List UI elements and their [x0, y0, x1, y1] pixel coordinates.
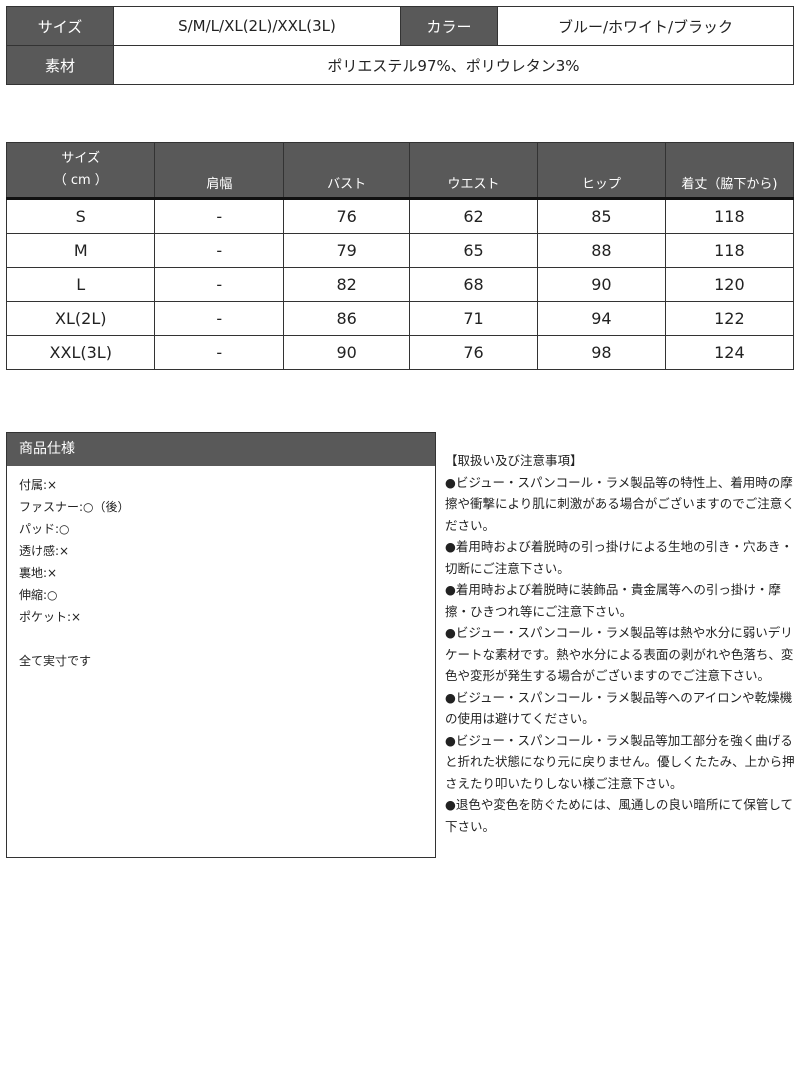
table-cell: S: [5, 198, 156, 234]
size-value: S/M/L/XL(2L)/XXL(3L): [113, 6, 401, 46]
summary-table: サイズ S/M/L/XL(2L)/XXL(3L) カラー ブルー/ホワイト/ブラ…: [6, 6, 794, 85]
table-cell: 76: [283, 198, 411, 234]
size-table: サイズ （ cm ）肩幅 バスト ウエスト ヒップ 着丈（脇下から) S -76 62 85 11…: [5, 142, 795, 370]
table-cell: -: [154, 335, 285, 370]
spec-item: ポケット:×: [19, 610, 82, 624]
spec-note: 全て実寸です: [19, 654, 92, 668]
spec-item: 付属:×: [19, 478, 58, 492]
table-cell: 122: [664, 301, 795, 336]
color-label: カラー: [400, 6, 498, 46]
spec-item: 伸縮:○: [19, 588, 58, 602]
size-label: サイズ: [6, 6, 114, 46]
table-cell: -: [154, 233, 285, 268]
spec-box: 商品仕様 付属:× ファスナー:○（後） パッド:○ 透け感:× 裏地:× 伸縮:○ ポケッ…: [6, 432, 436, 858]
table-row: L -82 68 90 120: [5, 267, 795, 302]
table-cell: 68: [409, 267, 538, 302]
note-item: ●ビジュー・スパンコール・ラメ製品等の特性上、着用時の摩擦や衝撃により肌に刺激が…: [445, 474, 795, 533]
table-cell: 71: [409, 301, 538, 336]
note-item: ●着用時および着脱時に装飾品・貴金属等への引っ掛け・摩擦・ひきつれ等にご注意下さ…: [445, 582, 781, 619]
material-label: 素材: [6, 45, 114, 85]
spec-item: ファスナー:○（後）: [19, 500, 130, 514]
table-cell: 82: [283, 267, 411, 302]
column-header: 着丈（脇下から): [664, 142, 795, 200]
note-item: ●着用時および着脱時の引っ掛けによる生地の引き・穴あき・切断にご注意下さい。: [445, 539, 794, 576]
table-cell: 88: [536, 233, 666, 268]
column-header: ウエスト: [409, 142, 538, 200]
table-cell: L: [5, 267, 156, 302]
column-header: ヒップ: [536, 142, 666, 200]
table-cell: 118: [664, 198, 795, 234]
column-header: バスト: [283, 142, 411, 200]
material-value: ポリエステル97%、ポリウレタン3%: [113, 45, 794, 85]
table-cell: XL(2L): [5, 301, 156, 336]
note-item: ●ビジュー・スパンコール・ラメ製品等加工部分を強く曲げると折れた状態になり元に戻…: [445, 732, 795, 791]
table-cell: 90: [283, 335, 411, 370]
table-cell: 76: [409, 335, 538, 370]
color-value: ブルー/ホワイト/ブラック: [497, 6, 794, 46]
table-row: XXL(3L) -90 76 98 124: [5, 335, 795, 370]
table-cell: M: [5, 233, 156, 268]
table-cell: -: [154, 301, 285, 336]
spec-item: パッド:○: [19, 522, 70, 536]
table-cell: 85: [536, 198, 666, 234]
column-header: 肩幅: [154, 142, 285, 200]
spec-item: 透け感:×: [19, 544, 70, 558]
table-cell: 90: [536, 267, 666, 302]
care-notes: 【取扱い及び注意事項】 ●ビジュー・スパンコール・ラメ製品等の特性上、着用時の摩…: [445, 450, 795, 837]
table-cell: 118: [664, 233, 795, 268]
note-item: ●退色や変色を防ぐためには、風通しの良い暗所にて保管して下さい。: [445, 797, 794, 834]
table-cell: 62: [409, 198, 538, 234]
note-item: ●ビジュー・スパンコール・ラメ製品等は熱や水分に弱いデリケートな素材です。熱や水…: [445, 625, 794, 683]
table-cell: -: [154, 267, 285, 302]
table-cell: 98: [536, 335, 666, 370]
table-cell: XXL(3L): [5, 335, 156, 370]
table-cell: -: [154, 198, 285, 234]
spec-title: 商品仕様: [7, 433, 435, 466]
notes-title: 【取扱い及び注意事項】: [445, 453, 583, 468]
table-row: S -76 62 85 118: [5, 198, 795, 234]
spec-item: 裏地:×: [19, 566, 58, 580]
note-item: ●ビジュー・スパンコール・ラメ製品等へのアイロンや乾燥機の使用は避けてください。: [445, 689, 793, 727]
table-cell: 94: [536, 301, 666, 336]
table-row: M -79 65 88 118: [5, 233, 795, 268]
table-cell: 120: [664, 267, 795, 302]
table-cell: 86: [283, 301, 411, 336]
table-cell: 124: [664, 335, 795, 370]
table-row: XL(2L) -86 71 94 122: [5, 301, 795, 336]
table-cell: 65: [409, 233, 538, 268]
column-header: サイズ （ cm ）: [5, 142, 156, 200]
table-cell: 79: [283, 233, 411, 268]
